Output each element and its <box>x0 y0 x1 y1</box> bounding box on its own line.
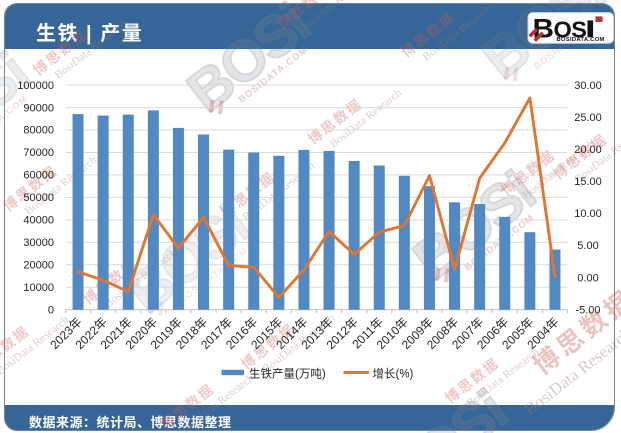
svg-text:100000: 100000 <box>17 80 54 92</box>
svg-text:30000: 30000 <box>23 237 54 249</box>
svg-text:90000: 90000 <box>23 102 54 114</box>
svg-text:10.00: 10.00 <box>574 208 602 220</box>
svg-text:70000: 70000 <box>23 147 54 159</box>
svg-text:OS: OS <box>554 16 587 42</box>
svg-text:BOSIDATA.COM: BOSIDATA.COM <box>557 37 605 43</box>
svg-text:5.00: 5.00 <box>577 240 598 252</box>
svg-text:50000: 50000 <box>23 192 54 204</box>
svg-text:10000: 10000 <box>23 282 54 294</box>
svg-text:0.00: 0.00 <box>577 272 598 284</box>
svg-text:60000: 60000 <box>23 170 54 182</box>
svg-text:0: 0 <box>48 304 54 316</box>
svg-text:20000: 20000 <box>23 260 54 272</box>
svg-text:15.00: 15.00 <box>574 176 602 188</box>
svg-text:-5.00: -5.00 <box>575 304 600 316</box>
svg-text:80000: 80000 <box>23 125 54 137</box>
svg-text:30.00: 30.00 <box>574 80 602 92</box>
svg-text:增长(%): 增长(%) <box>373 367 414 381</box>
svg-text:40000: 40000 <box>23 215 54 227</box>
svg-text:25.00: 25.00 <box>574 112 602 124</box>
svg-text:20.00: 20.00 <box>574 144 602 156</box>
svg-text:生铁产量(万吨): 生铁产量(万吨) <box>249 367 326 381</box>
